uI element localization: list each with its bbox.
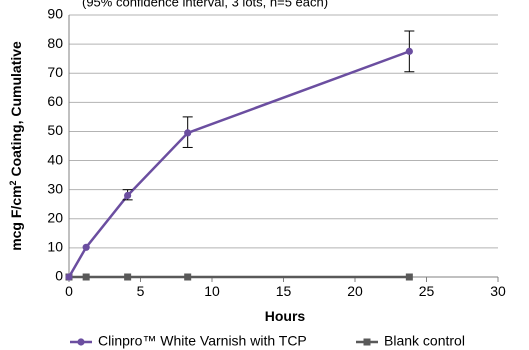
x-tick-label: 15 xyxy=(276,283,292,299)
series-varnish xyxy=(65,30,415,281)
y-tick-label: 50 xyxy=(47,122,63,138)
x-tick-label: 25 xyxy=(419,283,435,299)
data-point xyxy=(405,273,413,281)
data-point xyxy=(82,243,90,251)
x-tick-label: 10 xyxy=(204,283,220,299)
legend-label: Clinpro™ White Varnish with TCP xyxy=(98,333,307,349)
legend-item-varnish: Clinpro™ White Varnish with TCP xyxy=(70,333,307,349)
chart-subtitle: (95% confidence interval, 3 lots, n=5 ea… xyxy=(82,0,328,9)
legend-marker xyxy=(363,338,371,346)
x-tick-label: 30 xyxy=(490,283,506,299)
y-tick-label: 80 xyxy=(47,35,63,51)
x-tick-label: 20 xyxy=(347,283,363,299)
y-tick-label: 10 xyxy=(47,239,63,255)
y-axis-title: mcg F/cm2 Coating, Cumulative xyxy=(8,41,24,251)
x-tick-label: 0 xyxy=(65,283,73,299)
legend-marker xyxy=(77,338,85,346)
x-axis-title: Hours xyxy=(265,308,306,324)
x-tick-label: 5 xyxy=(137,283,145,299)
y-tick-label: 0 xyxy=(55,268,63,284)
data-point xyxy=(184,129,192,137)
legend-label: Blank control xyxy=(384,333,465,349)
series-line xyxy=(67,50,410,278)
y-axis-title-part-2: Coating, Cumulative xyxy=(8,41,24,180)
legend: Clinpro™ White Varnish with TCP Blank con… xyxy=(70,333,465,349)
y-axis-title-part-1: mcg F/cm xyxy=(8,185,24,250)
y-axis-title-superscript: 2 xyxy=(8,180,18,185)
axes xyxy=(68,15,499,282)
y-tick-label: 90 xyxy=(47,6,63,22)
data-point xyxy=(65,273,73,281)
data-point xyxy=(82,273,90,281)
y-tick-label: 30 xyxy=(47,180,63,196)
y-tick-label: 40 xyxy=(47,151,63,167)
gridlines xyxy=(69,14,498,249)
data-point xyxy=(184,273,192,281)
tick-labels: 0 10 20 30 40 50 60 70 80 90 0 5 10 15 20 25 30 xyxy=(47,6,506,299)
series-blank-control xyxy=(65,273,413,281)
series-group xyxy=(65,30,415,281)
y-tick-label: 60 xyxy=(47,93,63,109)
y-tick-label: 20 xyxy=(47,209,63,225)
legend-item-blank-control: Blank control xyxy=(356,333,465,349)
data-point xyxy=(405,47,413,55)
data-point xyxy=(124,191,132,200)
data-point xyxy=(124,273,132,281)
y-tick-label: 70 xyxy=(47,64,63,80)
